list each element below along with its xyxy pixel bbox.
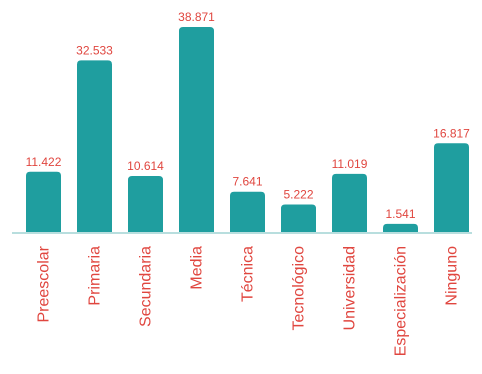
category-label-0: Preescolar bbox=[36, 245, 53, 322]
value-label-0: 11.422 bbox=[26, 155, 62, 169]
value-label-5: 5.222 bbox=[283, 187, 313, 201]
value-label-1: 32.533 bbox=[76, 43, 113, 57]
value-label-2: 10.614 bbox=[127, 159, 164, 173]
bar-1 bbox=[77, 60, 112, 232]
bar-8 bbox=[434, 143, 469, 232]
value-label-3: 38.871 bbox=[178, 10, 215, 24]
category-label-2: Secundaria bbox=[138, 246, 155, 327]
bar-4 bbox=[230, 191, 265, 232]
value-label-4: 7.641 bbox=[232, 175, 262, 189]
category-label-3: Media bbox=[189, 246, 206, 290]
bar-7 bbox=[383, 223, 418, 232]
category-label-1: Primaria bbox=[87, 246, 104, 306]
bar-3 bbox=[179, 27, 214, 232]
category-label-7: Especialización bbox=[393, 246, 410, 356]
bar-0 bbox=[26, 171, 61, 232]
bar-2 bbox=[128, 176, 163, 232]
bar-6 bbox=[332, 173, 367, 232]
category-label-4: Técnica bbox=[240, 246, 257, 302]
value-label-6: 11.019 bbox=[332, 157, 368, 171]
bar-5 bbox=[281, 204, 316, 232]
value-label-7: 1.541 bbox=[385, 207, 415, 221]
category-label-5: Tecnológico bbox=[291, 246, 308, 331]
category-label-8: Ninguno bbox=[444, 246, 461, 306]
category-label-6: Universidad bbox=[342, 246, 359, 330]
value-label-8: 16.817 bbox=[433, 126, 470, 140]
